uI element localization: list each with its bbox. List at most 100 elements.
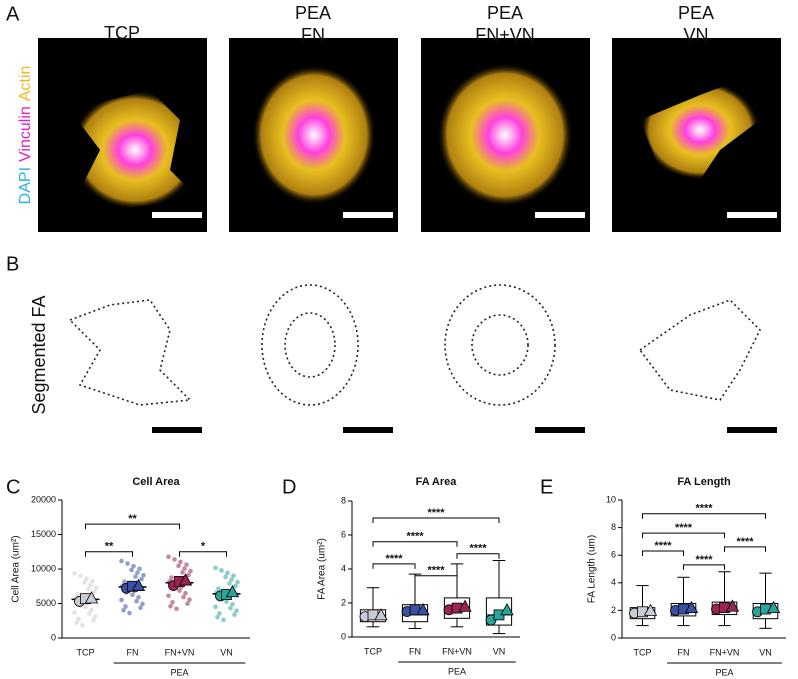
cell-point — [133, 574, 138, 579]
y-tick-label: 0 — [611, 632, 616, 642]
x-tick-label: VN — [493, 646, 506, 656]
cell-point — [169, 575, 174, 580]
cell-point — [224, 599, 229, 604]
cell-point — [140, 601, 145, 607]
y-tick-label: 0 — [341, 631, 346, 641]
cell-point — [131, 563, 136, 569]
cell-point — [121, 608, 126, 613]
replicate-mean — [766, 600, 781, 614]
significance-label: **** — [675, 522, 693, 534]
channel-label: Vinculin — [17, 106, 34, 162]
significance-bracket — [456, 553, 500, 559]
cell-point — [119, 597, 124, 603]
significance-label: **** — [385, 553, 403, 565]
cell-point — [84, 576, 89, 581]
group-label: PEA — [170, 667, 188, 677]
segmented-cell — [68, 299, 192, 406]
significance-bracket — [85, 523, 180, 530]
x-tick-label: VN — [220, 647, 233, 657]
significance-bracket — [414, 575, 458, 581]
scale-bar — [535, 212, 585, 218]
cell-point — [213, 604, 218, 610]
scale-bar — [343, 427, 393, 433]
replicate-mean — [374, 608, 388, 621]
cell-point — [223, 574, 228, 580]
y-tick-label: 10 — [606, 494, 616, 504]
y-axis-label: Cell Area (um²) — [11, 535, 22, 602]
cell-point — [227, 581, 232, 586]
cell-point — [80, 623, 85, 628]
x-tick-label: FN+VN — [442, 646, 472, 656]
significance-label: ** — [105, 541, 114, 553]
segmented-cell — [261, 284, 359, 406]
cell-point — [125, 561, 130, 566]
cell-point — [119, 558, 124, 564]
cell-point — [234, 608, 239, 614]
group-label: PEA — [448, 666, 466, 676]
cell-point — [181, 594, 186, 600]
significance-bracket — [85, 551, 133, 557]
x-tick-label: TCP — [77, 647, 95, 657]
significance-label: **** — [427, 507, 445, 519]
cell-point — [178, 559, 183, 565]
chart-title: FA Length — [677, 476, 731, 488]
y-axis-label: FA Length (um) — [587, 535, 598, 603]
cell-point — [74, 620, 79, 626]
replicate-mean — [416, 602, 430, 616]
replicate-mean — [725, 599, 740, 612]
cell-point — [137, 566, 142, 572]
replicate-mean — [225, 584, 240, 598]
cell-point — [122, 579, 127, 585]
y-tick-label: 8 — [611, 522, 616, 532]
panel-label: D — [282, 476, 296, 498]
cell-point — [232, 612, 237, 617]
segmented-cell — [284, 312, 336, 378]
scale-bar — [343, 212, 393, 218]
cell-point — [129, 567, 134, 573]
x-tick-label: FN — [678, 647, 690, 657]
cell-point — [219, 568, 224, 573]
x-tick-label: TCP — [634, 647, 652, 657]
cell-point — [123, 604, 128, 609]
channel-labels: DAPI Vinculin Actin — [17, 66, 34, 205]
cell-point — [231, 573, 236, 578]
y-tick-label: 0 — [51, 632, 56, 642]
cell-point — [141, 572, 146, 578]
cell-point — [83, 604, 88, 610]
scale-bar — [535, 427, 585, 433]
cell-point — [168, 603, 173, 609]
cell-point — [170, 600, 175, 605]
cell-point — [230, 601, 235, 607]
cell-point — [225, 570, 230, 576]
replicate-mean — [684, 600, 699, 614]
cell-point — [217, 611, 222, 616]
segmented-label: Segmented FA — [29, 295, 49, 414]
chart-title: Cell Area — [132, 476, 180, 488]
significance-label: **** — [695, 554, 713, 566]
y-tick-label: 4 — [341, 563, 346, 573]
significance-bracket — [372, 541, 458, 547]
cell-point — [216, 586, 221, 591]
column-title: VN — [683, 25, 708, 45]
cell-point — [87, 611, 92, 616]
cell — [640, 80, 760, 180]
cell-point — [92, 589, 97, 594]
panel-label: E — [540, 476, 553, 498]
cell-point — [78, 573, 83, 579]
cell-point — [183, 590, 188, 596]
cell-point — [229, 577, 234, 582]
cell-point — [88, 582, 93, 588]
column-title: PEA — [678, 3, 714, 23]
x-tick-label: VN — [759, 647, 772, 657]
channel-label: Actin — [17, 66, 34, 102]
cell-point — [76, 616, 81, 622]
replicate-mean — [131, 578, 146, 591]
replicate-mean — [178, 573, 193, 586]
column-title: FN+VN — [475, 25, 535, 45]
cell-point — [139, 576, 144, 582]
cell-point — [172, 557, 177, 562]
replicate-mean — [458, 599, 472, 612]
significance-label: **** — [406, 531, 424, 543]
replicate-mean — [643, 603, 658, 616]
